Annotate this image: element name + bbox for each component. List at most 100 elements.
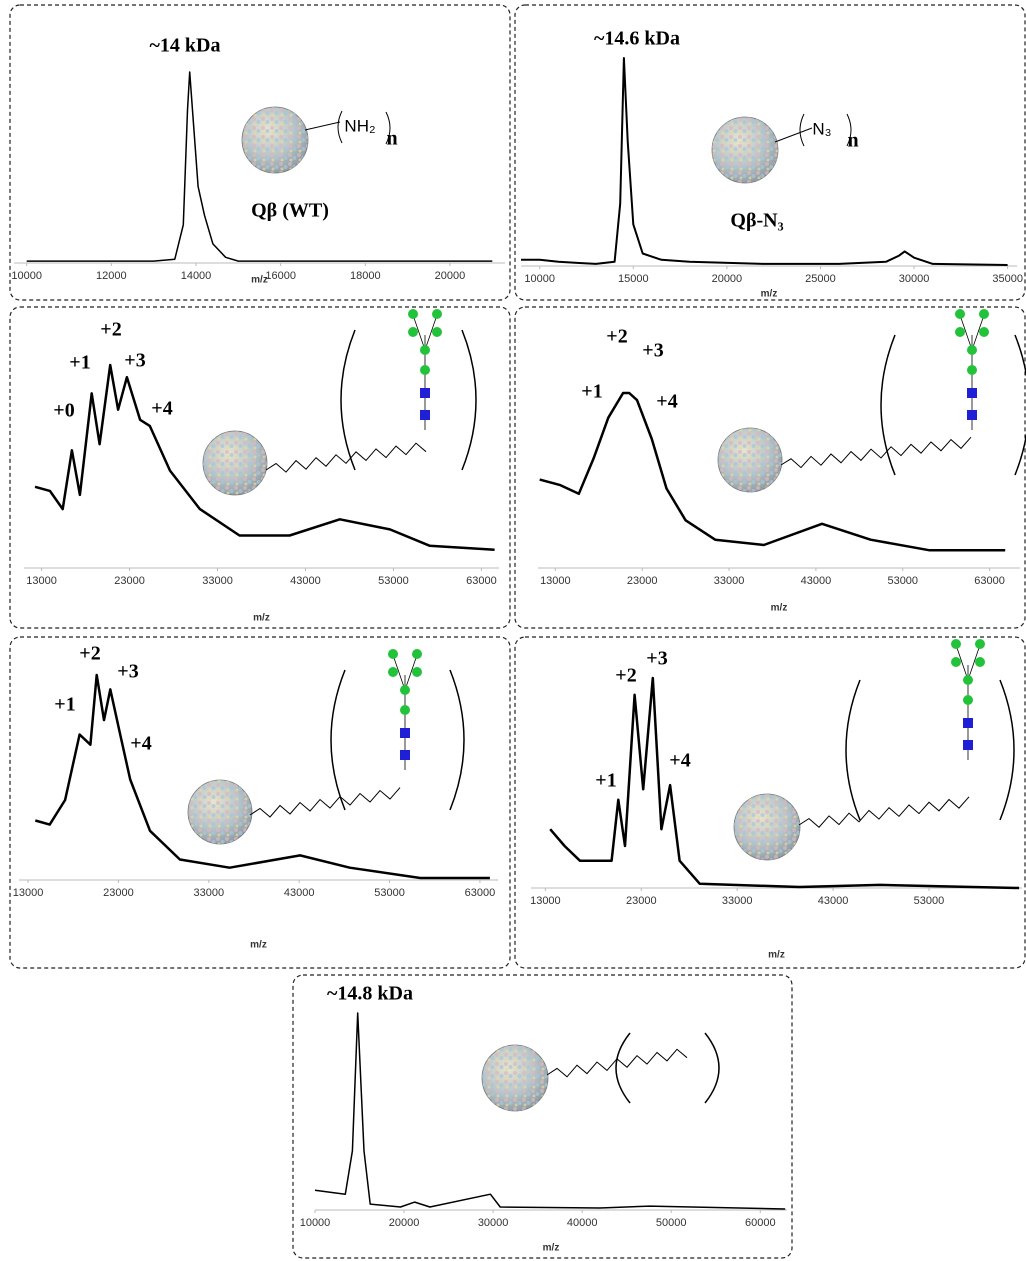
virus-texture bbox=[734, 794, 800, 860]
x-tick-label: 33000 bbox=[722, 895, 753, 907]
mannose bbox=[388, 667, 398, 677]
bracket bbox=[461, 329, 477, 471]
x-tick-label: 10000 bbox=[11, 270, 42, 282]
virus-texture bbox=[482, 1045, 548, 1111]
mannose bbox=[979, 327, 989, 337]
structure-label: n bbox=[847, 130, 858, 152]
x-axis-label: m/z bbox=[761, 289, 778, 300]
bracket bbox=[880, 334, 896, 476]
peak-annotation: +3 bbox=[117, 661, 138, 683]
glcnac bbox=[963, 718, 973, 728]
panel-border bbox=[514, 4, 1026, 301]
x-tick-label: 25000 bbox=[805, 273, 836, 285]
virus-texture bbox=[718, 428, 782, 492]
spectrum-line bbox=[549, 676, 1020, 890]
x-tick-label: 63000 bbox=[974, 575, 1005, 587]
structure-label: Qβ-N₃ bbox=[730, 210, 783, 232]
panel-border bbox=[514, 636, 1026, 969]
x-tick-label: 33000 bbox=[714, 575, 745, 587]
x-tick-label: 20000 bbox=[389, 1217, 420, 1229]
mannose bbox=[963, 695, 973, 705]
mannose bbox=[951, 639, 961, 649]
x-tick-label: 10000 bbox=[524, 273, 555, 285]
x-axis-label: m/z bbox=[771, 603, 788, 614]
linker bbox=[249, 787, 401, 818]
mannose bbox=[951, 657, 961, 667]
x-tick-label: 16000 bbox=[265, 270, 296, 282]
x-tick-label: 43000 bbox=[284, 887, 315, 899]
x-tick-label: 53000 bbox=[914, 895, 945, 907]
mannose bbox=[975, 657, 985, 667]
mannose bbox=[955, 309, 965, 319]
x-tick-label: 13000 bbox=[26, 575, 57, 587]
glycan-bond bbox=[424, 314, 438, 351]
peak-annotation: +4 bbox=[656, 391, 677, 413]
x-tick-label: 23000 bbox=[627, 575, 658, 587]
x-tick-label: 23000 bbox=[114, 575, 145, 587]
structure-label: NH₂ bbox=[344, 116, 375, 135]
peak-annotation: +2 bbox=[100, 319, 121, 341]
x-tick-label: 63000 bbox=[465, 887, 496, 899]
mannose bbox=[400, 685, 410, 695]
glcnac bbox=[400, 728, 410, 738]
peak-annotation: ~14 kDa bbox=[150, 35, 221, 57]
x-tick-label: 30000 bbox=[478, 1217, 509, 1229]
bracket bbox=[1014, 334, 1026, 476]
mannose bbox=[412, 667, 422, 677]
x-axis-label: m/z bbox=[251, 275, 268, 286]
structure-label: N₃ bbox=[812, 119, 831, 138]
x-tick-label: 43000 bbox=[818, 895, 849, 907]
mannose bbox=[400, 705, 410, 715]
glcnac bbox=[967, 388, 977, 398]
peak-annotation: ~14.6 kDa bbox=[594, 28, 680, 50]
bracket bbox=[999, 679, 1015, 821]
glcnac bbox=[420, 410, 430, 420]
mannose bbox=[408, 327, 418, 337]
glcnac bbox=[420, 388, 430, 398]
glcnac bbox=[400, 750, 410, 760]
glycan-bond bbox=[959, 314, 973, 351]
x-tick-label: 12000 bbox=[96, 270, 127, 282]
x-tick-label: 30000 bbox=[899, 273, 930, 285]
bracket bbox=[385, 111, 391, 145]
panel-border bbox=[9, 636, 511, 969]
structure-label: Qβ (WT) bbox=[251, 200, 329, 222]
mannose bbox=[420, 345, 430, 355]
peak-annotation: +1 bbox=[69, 352, 90, 374]
x-tick-label: 53000 bbox=[887, 575, 918, 587]
x-tick-label: 13000 bbox=[540, 575, 571, 587]
x-tick-label: 20000 bbox=[712, 273, 743, 285]
mannose bbox=[979, 309, 989, 319]
glycan-bond bbox=[967, 644, 981, 681]
spectrum-line bbox=[539, 391, 1006, 552]
mannose bbox=[408, 309, 418, 319]
spectrum-line bbox=[314, 1012, 786, 1210]
bracket bbox=[340, 329, 356, 471]
virus-texture bbox=[712, 117, 778, 183]
peak-annotation: +3 bbox=[124, 350, 145, 372]
glycan-bond bbox=[955, 644, 969, 681]
bracket bbox=[704, 1032, 720, 1104]
peak-annotation: +1 bbox=[595, 770, 616, 792]
x-tick-label: 13000 bbox=[530, 895, 561, 907]
peak-annotation: +4 bbox=[130, 733, 151, 755]
x-tick-label: 33000 bbox=[202, 575, 233, 587]
peak-annotation: +4 bbox=[669, 750, 690, 772]
x-tick-label: 20000 bbox=[435, 270, 466, 282]
x-tick-label: 35000 bbox=[992, 273, 1023, 285]
mannose bbox=[975, 639, 985, 649]
virus-texture bbox=[188, 780, 252, 844]
panel-border bbox=[9, 4, 511, 301]
glycan-bond bbox=[392, 654, 406, 691]
glycan-bond bbox=[971, 314, 985, 351]
mannose bbox=[955, 327, 965, 337]
x-axis-label: m/z bbox=[250, 940, 267, 951]
mannose bbox=[967, 365, 977, 375]
glcnac bbox=[963, 740, 973, 750]
linker bbox=[774, 127, 813, 143]
bracket bbox=[799, 113, 805, 147]
peak-annotation: +2 bbox=[606, 326, 627, 348]
x-tick-label: 13000 bbox=[13, 887, 44, 899]
x-axis-label: m/z bbox=[543, 1243, 560, 1254]
